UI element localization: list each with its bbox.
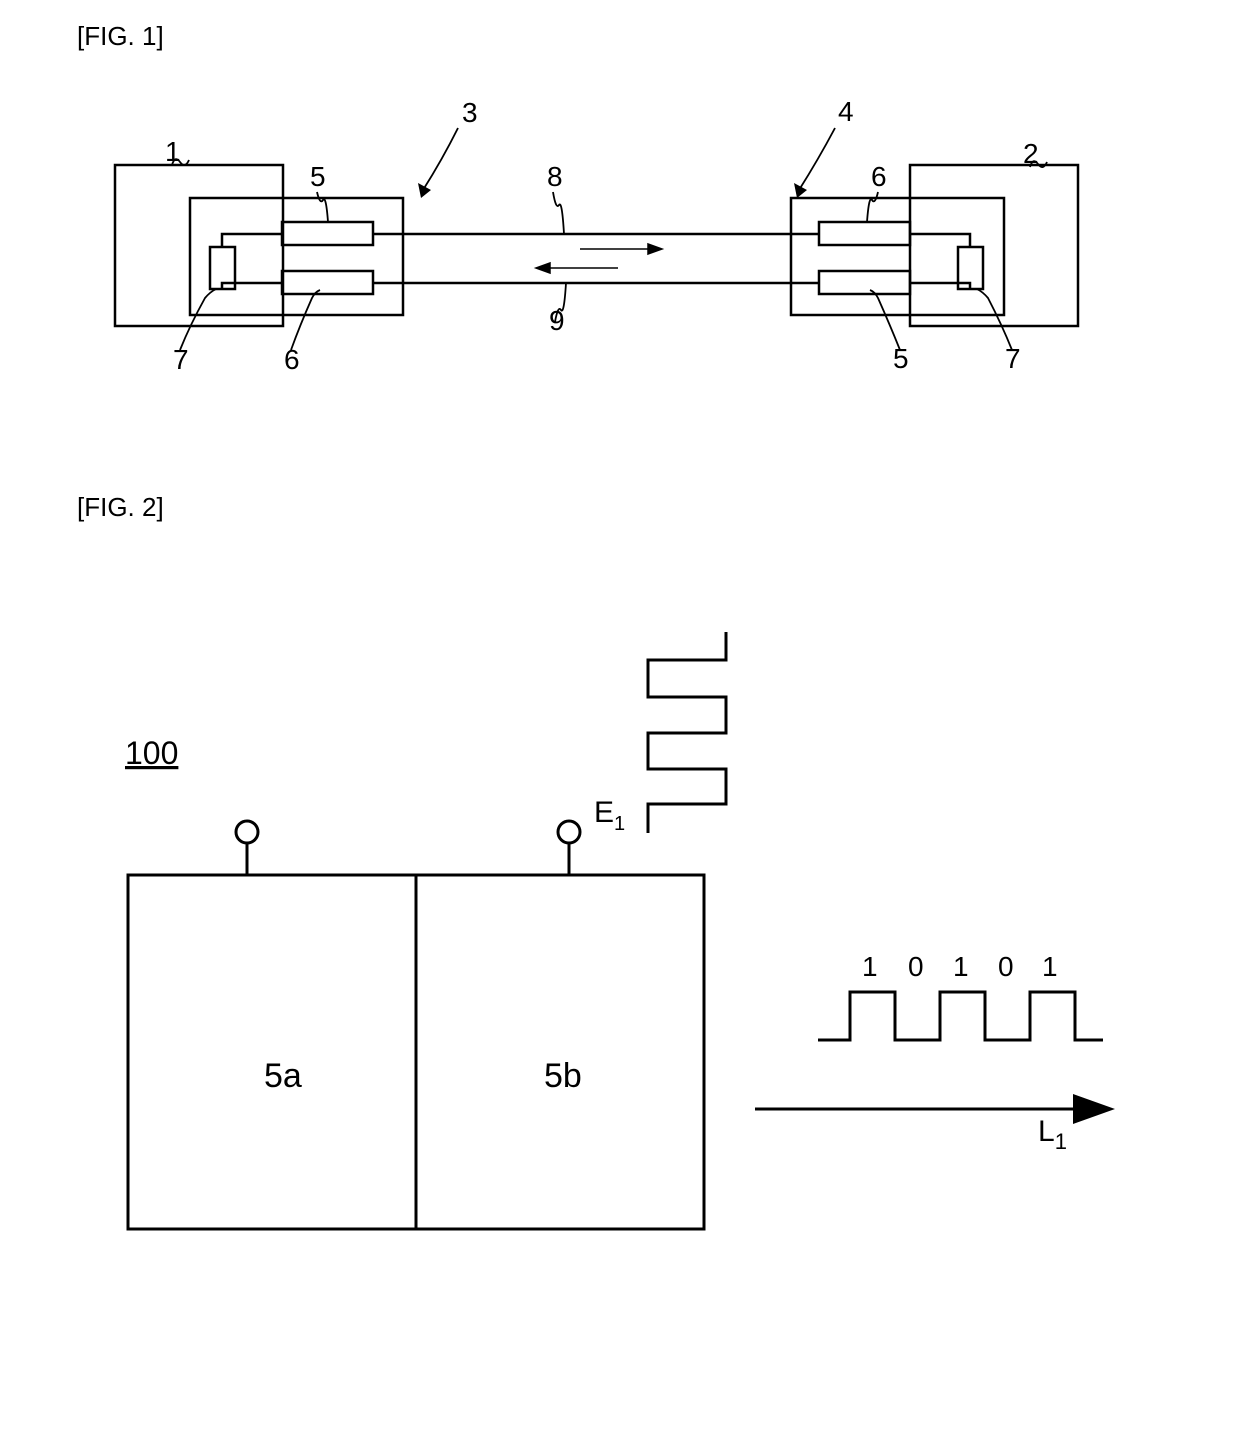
- comp6-left: [282, 271, 373, 294]
- fig1-labels: 1 2 3 4 5 5 6 6 7 7 8 9: [165, 96, 1039, 375]
- comp6-right: [819, 222, 910, 245]
- fig2-labels: 100 5a 5b E1 L1 1 0 1 0 1: [125, 735, 1067, 1154]
- fig2-heading: [FIG. 2]: [77, 492, 164, 522]
- leader-8: [553, 192, 564, 234]
- signal-e1-wave: [648, 632, 726, 833]
- label-9: 9: [549, 305, 565, 336]
- bit-4: 1: [1042, 951, 1058, 982]
- bit-3: 0: [998, 951, 1014, 982]
- arrowhead-right: [648, 244, 662, 254]
- fig1-group: [115, 165, 1078, 326]
- fig1-leaders: [172, 128, 1047, 350]
- fig2-group: [128, 821, 704, 1229]
- box-1: [115, 165, 283, 326]
- label-4: 4: [838, 96, 854, 127]
- antenna-left: [236, 821, 258, 843]
- label-5b: 5b: [544, 1057, 582, 1095]
- fig1-arrows: [536, 244, 662, 273]
- arrowhead-left: [536, 263, 550, 273]
- label-6-right: 6: [871, 161, 887, 192]
- label-L1: L1: [1038, 1115, 1067, 1154]
- comp5-left: [282, 222, 373, 245]
- leader-4-arrow: [794, 183, 807, 198]
- leader-3: [423, 128, 458, 190]
- module-4: [791, 198, 1004, 315]
- bit-1: 0: [908, 951, 924, 982]
- label-100: 100: [125, 735, 178, 771]
- label-6-left: 6: [284, 344, 300, 375]
- leader-6-right: [867, 192, 878, 222]
- antenna-right: [558, 821, 580, 843]
- label-5-right: 5: [893, 343, 909, 374]
- fig1-heading: [FIG. 1]: [77, 21, 164, 51]
- leader-6-left: [291, 290, 320, 350]
- label-8: 8: [547, 161, 563, 192]
- label-e1: E1: [594, 796, 625, 835]
- label-7-left: 7: [173, 344, 189, 375]
- leader-5-right: [870, 290, 900, 350]
- label-3: 3: [462, 97, 478, 128]
- bit-0: 1: [862, 951, 878, 982]
- label-5-left: 5: [310, 161, 326, 192]
- leader-3-arrow: [418, 183, 431, 198]
- label-7-right: 7: [1005, 343, 1021, 374]
- output-wave: [818, 992, 1103, 1040]
- module-3: [190, 198, 403, 315]
- leader-4: [799, 128, 835, 190]
- wire-7-5-left: [222, 234, 282, 247]
- leader-7-right: [977, 289, 1012, 350]
- label-5a: 5a: [264, 1057, 302, 1095]
- bit-2: 1: [953, 951, 969, 982]
- leader-5-left: [317, 192, 328, 222]
- comp5-right: [819, 271, 910, 294]
- box-2: [910, 165, 1078, 326]
- leader-7-left: [180, 289, 216, 350]
- wire-7-6-right: [910, 234, 970, 247]
- label-2: 2: [1023, 138, 1039, 169]
- label-1: 1: [165, 136, 181, 167]
